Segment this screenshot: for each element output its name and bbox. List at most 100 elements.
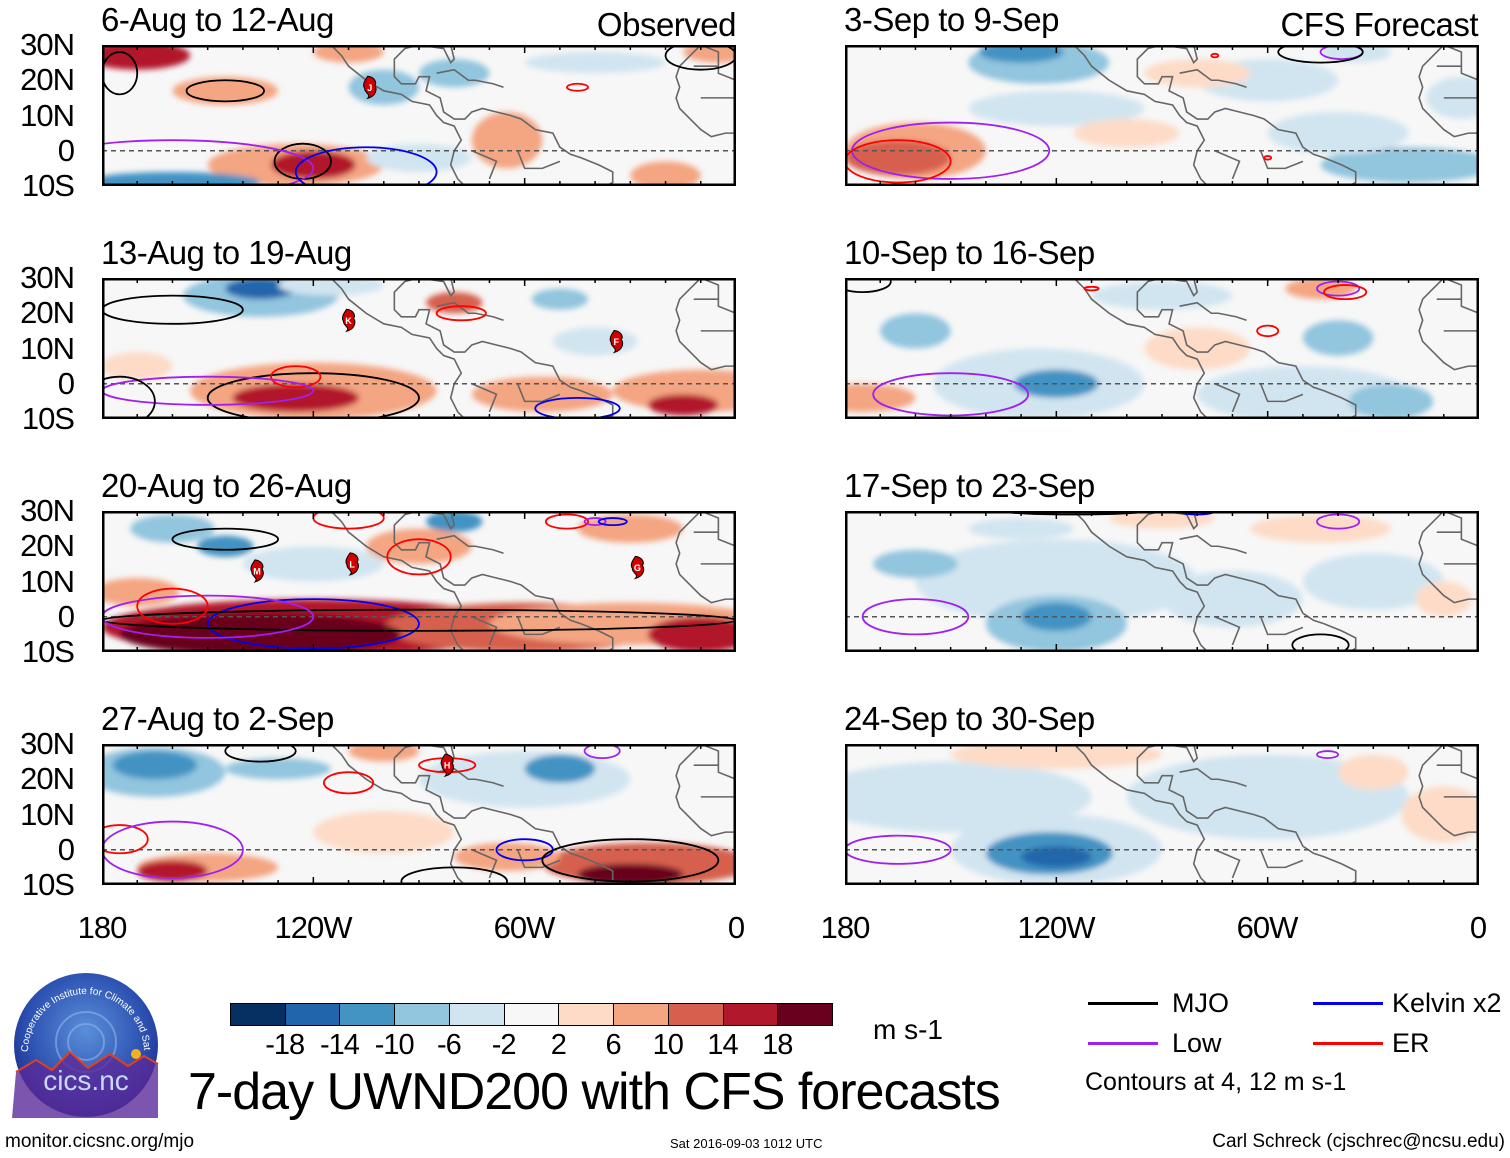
wave-contour — [1323, 284, 1368, 301]
wave-contour — [1263, 155, 1273, 161]
shading-region — [647, 616, 736, 652]
shading-region — [524, 52, 666, 74]
forecast-panel-title-1: 3-Sep to 9-Sep — [844, 1, 1059, 38]
shading-region — [112, 751, 198, 780]
observed-panel-title-2: 13-Aug to 19-Aug — [101, 234, 352, 271]
coastline — [1179, 301, 1247, 322]
colorbar-swatch — [613, 1003, 669, 1026]
shading-region — [102, 171, 261, 186]
lat-label: 30N — [20, 260, 75, 295]
wave-contour — [583, 744, 621, 759]
coastline — [516, 849, 561, 869]
wave-contour — [845, 278, 892, 293]
coastline — [393, 45, 614, 186]
forecast-map-panel-2 — [845, 278, 1479, 419]
wave-contour — [400, 866, 508, 885]
lat-label: 30N — [20, 493, 75, 528]
coastline — [1073, 744, 1209, 885]
shading-region — [1320, 147, 1479, 183]
colorbar-swatch — [339, 1003, 396, 1026]
shading-region — [313, 810, 455, 854]
colorbar-swatch — [777, 1003, 833, 1026]
coastline — [393, 744, 614, 885]
tropical-cyclone-icon: L — [345, 552, 359, 576]
legend-swatch-low — [1088, 1042, 1158, 1045]
wave-contour — [597, 517, 628, 526]
storm-letter: J — [367, 83, 372, 93]
lon-label-120w-right: 120W — [1017, 910, 1096, 945]
wave-contour — [102, 820, 244, 879]
lat-label: 10S — [21, 867, 75, 902]
lon-label-120w-left: 120W — [274, 910, 353, 945]
wave-contour — [206, 372, 420, 419]
forecast-map-panel-3 — [845, 511, 1479, 652]
shading-region — [225, 758, 331, 780]
tropical-cyclone-icon: G — [630, 555, 645, 580]
shading-region — [845, 761, 1092, 833]
colorbar-label: 18 — [762, 1029, 793, 1061]
coastline — [471, 150, 498, 180]
coastline — [516, 383, 561, 403]
lat-label: 10S — [21, 401, 75, 436]
lon-label-0-right: 0 — [1469, 910, 1487, 945]
colorbar-label: -18 — [265, 1029, 305, 1061]
coastline — [1259, 383, 1304, 403]
lat-label: 20N — [20, 761, 75, 797]
tropical-cyclone-icon: K — [341, 308, 356, 333]
lat-label: 10N — [20, 796, 75, 832]
observed-map-panel-4: H — [102, 744, 736, 885]
coastline — [471, 383, 498, 413]
coastline — [1179, 68, 1247, 89]
lat-label: 30N — [20, 27, 75, 62]
storm-letter: G — [634, 563, 641, 573]
lat-label: 0 — [57, 132, 75, 168]
wave-contour — [435, 305, 487, 322]
map-frame — [102, 511, 736, 652]
shading-region — [1162, 570, 1303, 628]
shading-region — [880, 313, 951, 349]
coastline — [1073, 511, 1209, 652]
wave-contour — [861, 598, 970, 636]
colorbar-units: m s-1 — [873, 1014, 943, 1045]
wave-contour — [102, 375, 156, 419]
footer-url[interactable]: monitor.cicsnc.org/mjo — [5, 1131, 195, 1152]
shading-region — [119, 613, 402, 652]
wave-contour — [102, 375, 315, 406]
wave-contour — [1316, 750, 1340, 759]
coastline — [1073, 278, 1209, 419]
cics-logo: Cooperative Institute for Climate and Sa… — [12, 972, 159, 1118]
coastline — [1179, 534, 1247, 555]
colorbar-swatch — [558, 1003, 615, 1026]
wave-contour — [566, 82, 589, 92]
shading-region — [426, 511, 483, 533]
observed-panel-title-4: 27-Aug to 2-Sep — [101, 700, 334, 737]
legend-swatch-kelvin — [1313, 1002, 1383, 1005]
forecast-panel-title-3: 17-Sep to 23-Sep — [844, 467, 1095, 504]
coastline — [516, 616, 561, 636]
lat-label: 10N — [20, 330, 75, 366]
wave-contour — [1277, 45, 1364, 64]
wave-contour — [534, 396, 621, 419]
storm-letter: M — [253, 566, 261, 576]
coastline — [700, 511, 736, 547]
wave-contour — [544, 513, 589, 530]
coastline — [436, 534, 504, 555]
map-frame — [102, 278, 736, 419]
map-frame — [845, 278, 1479, 419]
contours-note: Contours at 4, 12 m s-1 — [1085, 1068, 1347, 1096]
shading-region — [278, 278, 384, 296]
tropical-cyclone-icon: F — [609, 329, 624, 354]
coastline — [330, 278, 466, 419]
coastline — [700, 278, 736, 314]
wave-contour — [1210, 52, 1220, 59]
shading-region — [197, 535, 254, 557]
shading-region — [950, 744, 1162, 769]
coastline — [1073, 45, 1209, 186]
lat-label: 10S — [21, 168, 75, 203]
shading-region — [1250, 514, 1391, 543]
coastline — [516, 150, 561, 170]
coastline — [1443, 45, 1479, 81]
shading-region — [630, 161, 701, 186]
lat-label: 10N — [20, 563, 75, 599]
coastline — [471, 616, 498, 646]
